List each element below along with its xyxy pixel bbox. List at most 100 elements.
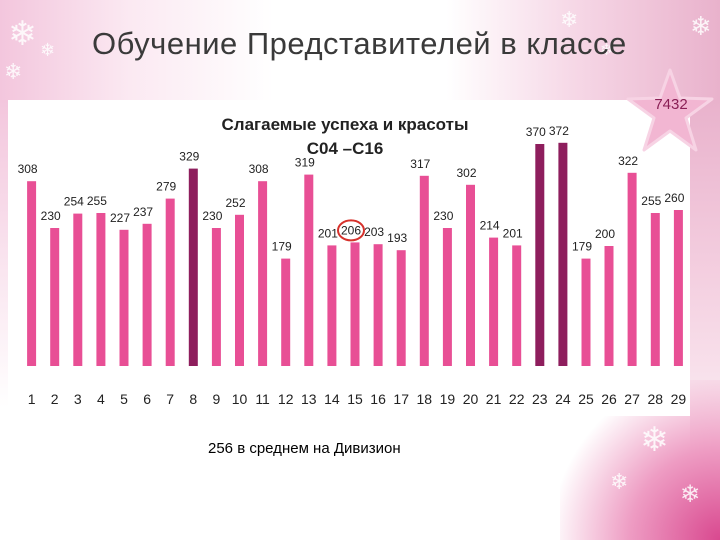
value-label-21: 214 <box>480 219 500 233</box>
star-badge-icon <box>626 68 714 152</box>
value-label-2: 230 <box>41 209 61 223</box>
x-tick-label-2: 2 <box>51 391 59 407</box>
bar-4 <box>96 213 106 366</box>
bar-3 <box>73 213 83 366</box>
chart-area: Слагаемые успеха и красоты С04 –С16 308 2… <box>8 100 690 416</box>
value-label-20: 302 <box>456 166 476 180</box>
x-tick-label-11: 11 <box>255 391 270 407</box>
x-tick-label-8: 8 <box>189 391 197 407</box>
bar-22 <box>512 245 522 366</box>
x-tick-label-7: 7 <box>166 391 174 407</box>
snowflake-icon: ❄ <box>8 14 37 54</box>
bar-8 <box>188 168 198 366</box>
bar-23 <box>535 144 545 366</box>
x-tick-label-28: 28 <box>648 391 664 407</box>
bar-9 <box>211 228 221 366</box>
bar-5 <box>119 229 129 366</box>
value-label-13: 319 <box>295 156 315 170</box>
x-tick-label-9: 9 <box>213 391 221 407</box>
value-label-17: 193 <box>387 231 407 245</box>
bar-1 <box>27 181 37 366</box>
bar-17 <box>396 250 406 366</box>
x-tick-label-18: 18 <box>417 391 433 407</box>
value-label-19: 230 <box>433 209 453 223</box>
x-tick-label-16: 16 <box>370 391 386 407</box>
x-tick-label-24: 24 <box>555 391 571 407</box>
bar-10 <box>235 214 244 366</box>
x-tick-label-26: 26 <box>601 391 617 407</box>
x-tick-label-22: 22 <box>509 391 525 407</box>
x-tick-label-3: 3 <box>74 391 82 407</box>
bar-26 <box>604 246 614 366</box>
bar-19 <box>442 228 452 366</box>
bar-2 <box>50 228 60 366</box>
bar-18 <box>419 175 429 366</box>
value-label-16: 203 <box>364 225 384 239</box>
snowflake-icon: ❄ <box>560 8 579 33</box>
bar-7 <box>165 198 175 366</box>
value-label-14: 201 <box>318 226 338 240</box>
snowflake-icon: ❄ <box>610 470 629 495</box>
value-label-6: 237 <box>133 205 153 219</box>
x-tick-label-1: 1 <box>28 391 36 407</box>
value-label-27: 322 <box>618 154 638 168</box>
x-tick-label-29: 29 <box>671 391 687 407</box>
x-tick-label-17: 17 <box>393 391 409 407</box>
x-tick-label-27: 27 <box>624 391 640 407</box>
x-tick-label-5: 5 <box>120 391 128 407</box>
star-total-value: 7432 <box>654 96 688 113</box>
chart-title-line-1: Слагаемые успеха и красоты <box>222 115 469 134</box>
bar-15 <box>350 242 360 366</box>
value-label-9: 230 <box>202 209 222 223</box>
x-tick-label-4: 4 <box>97 391 105 407</box>
x-tick-label-15: 15 <box>347 391 363 407</box>
value-label-24: 372 <box>549 124 569 138</box>
value-label-5: 227 <box>110 211 130 225</box>
value-label-28: 255 <box>641 194 661 208</box>
x-tick-label-25: 25 <box>578 391 594 407</box>
x-tick-label-13: 13 <box>301 391 317 407</box>
highlight-circle <box>337 219 365 242</box>
bar-6 <box>142 223 152 366</box>
x-tick-label-19: 19 <box>440 391 456 407</box>
value-label-18: 317 <box>410 157 430 171</box>
value-label-15: 206 <box>341 223 361 237</box>
value-label-3: 254 <box>64 195 84 209</box>
value-label-25: 179 <box>572 240 592 254</box>
x-tick-label-10: 10 <box>232 391 248 407</box>
value-label-7: 279 <box>156 180 176 194</box>
x-tick-label-20: 20 <box>463 391 479 407</box>
value-label-12: 179 <box>272 240 292 254</box>
chart-title-line-2: С04 –С16 <box>307 139 384 158</box>
value-label-22: 201 <box>503 226 523 240</box>
x-tick-label-23: 23 <box>532 391 548 407</box>
bar-12 <box>281 258 291 366</box>
value-label-23: 370 <box>526 125 546 139</box>
value-label-1: 308 <box>18 162 38 176</box>
snowflake-icon: ❄ <box>600 40 614 59</box>
value-label-29: 260 <box>664 191 684 205</box>
bar-29 <box>673 210 683 366</box>
bar-16 <box>373 244 383 366</box>
value-label-4: 255 <box>87 194 107 208</box>
bar-28 <box>650 213 660 366</box>
bar-chart: Слагаемые успеха и красоты С04 –С16 308 2… <box>18 115 687 407</box>
slide-title: Обучение Представителей в классе <box>92 26 627 61</box>
bar-14 <box>327 245 337 366</box>
background-top-decoration <box>0 0 720 100</box>
snowflake-icon: ❄ <box>40 40 56 61</box>
value-label-10: 252 <box>225 196 245 210</box>
value-label-26: 200 <box>595 227 615 241</box>
bar-13 <box>304 174 314 366</box>
snowflake-icon: ❄ <box>690 12 712 42</box>
bar-24 <box>558 142 568 366</box>
average-note: 256 в среднем на Дивизион <box>208 440 401 457</box>
value-label-8: 329 <box>179 150 199 164</box>
value-label-11: 308 <box>249 162 269 176</box>
snowflake-icon: ❄ <box>4 60 23 85</box>
x-tick-label-14: 14 <box>324 391 340 407</box>
snowflake-icon: ❄ <box>640 420 669 460</box>
x-tick-label-21: 21 <box>486 391 502 407</box>
bar-11 <box>258 181 268 366</box>
bar-25 <box>581 258 591 366</box>
